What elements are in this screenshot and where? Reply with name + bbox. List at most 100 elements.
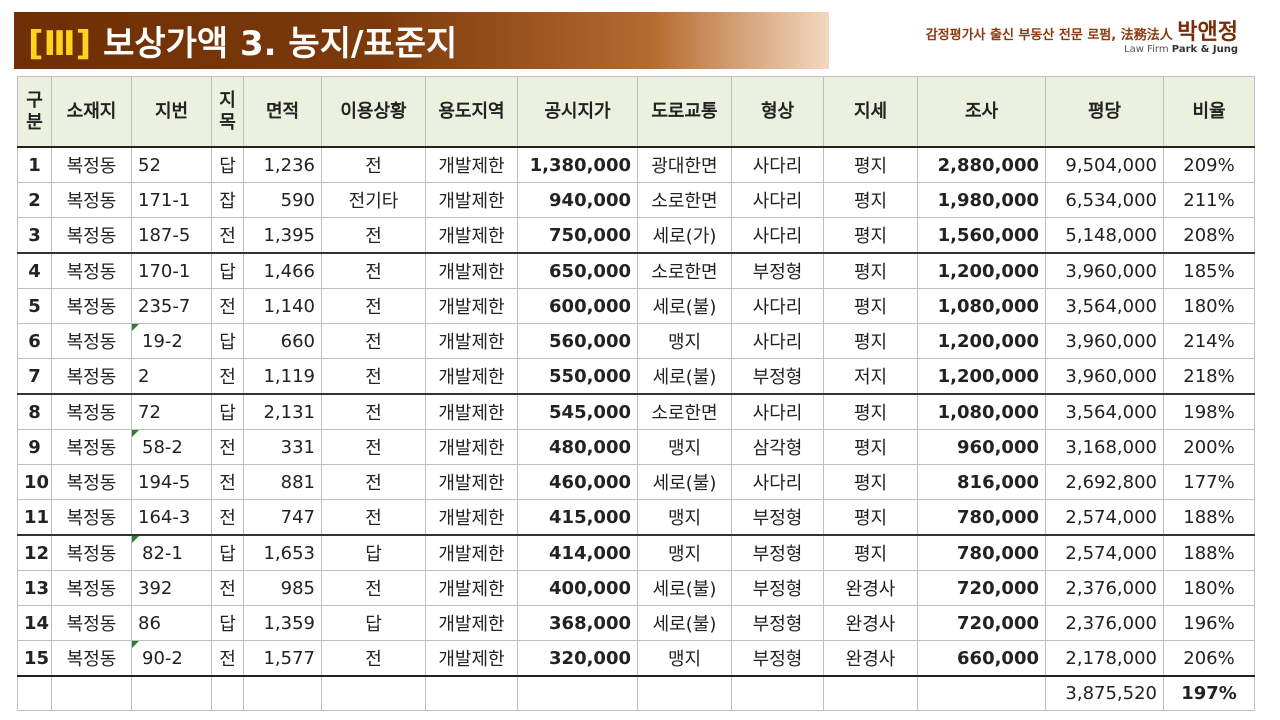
cell-use: 전 [321,640,426,677]
cell-no: 13 [17,570,52,606]
cell-use: 전 [321,499,426,536]
cell-location: 복정동 [51,429,132,465]
cell-road: 맹지 [637,534,732,571]
cell-location: 복정동 [51,146,132,183]
cell-no: 5 [17,288,52,324]
cell-terrain: 평지 [823,146,918,183]
cell-location: 복정동 [51,323,132,359]
cell-area: 2,131 [243,393,322,430]
table-row: 14 복정동 86 답 1,359 답 개발제한 368,000 세로(불) 부정형 완경사 720,… [17,605,1255,641]
cell-road: 세로(불) [637,605,732,641]
cell-per-pyeong: 3,564,000 [1045,288,1164,324]
cell-lot: 72 [131,393,212,430]
cell-use: 전 [321,323,426,359]
cell-shape: 사다리 [731,182,824,218]
cell-price: 460,000 [517,464,638,500]
cell-terrain: 평지 [823,534,918,571]
cell-survey: 960,000 [917,429,1046,465]
cell-zone: 개발제한 [425,570,518,606]
cell-terrain: 평지 [823,429,918,465]
cell-use: 전 [321,393,426,430]
cell-lot: 19-2 [131,323,212,359]
cell-zone: 개발제한 [425,182,518,218]
cell-survey: 780,000 [917,499,1046,536]
cell-zone: 개발제한 [425,393,518,430]
cell-location: 복정동 [51,534,132,571]
cell-price: 415,000 [517,499,638,536]
table-row: 13 복정동 392 전 985 전 개발제한 400,000 세로(불) 부정형 완경사 720,0… [17,570,1255,606]
cell-road: 세로(불) [637,464,732,500]
table-row: 1 복정동 52 답 1,236 전 개발제한 1,380,000 광대한면 사다리 평지 2,880… [17,146,1255,183]
cell-road: 세로(불) [637,288,732,324]
cell-shape: 삼각형 [731,429,824,465]
cell-use: 전 [321,429,426,465]
cell-price: 750,000 [517,217,638,254]
cell-per-pyeong: 6,534,000 [1045,182,1164,218]
cell-survey: 780,000 [917,534,1046,571]
cell-survey: 1,080,000 [917,288,1046,324]
cell-area: 1,653 [243,534,322,571]
cell-shape: 부정형 [731,499,824,536]
cell-shape: 부정형 [731,605,824,641]
cell-ratio: 211% [1163,182,1255,218]
table-row: 5 복정동 235-7 전 1,140 전 개발제한 600,000 세로(불) 사다리 평지 1,0… [17,288,1255,324]
cell-road: 소로한면 [637,252,732,289]
cell-road: 맹지 [637,640,732,677]
cell-zone: 개발제한 [425,252,518,289]
summary-row: 3,875,520 197% [17,675,1255,711]
cell-survey: 660,000 [917,640,1046,677]
cell-category: 답 [211,146,244,183]
cell-location: 복정동 [51,358,132,395]
cell-shape: 부정형 [731,534,824,571]
cell-area: 1,236 [243,146,322,183]
cell-price: 550,000 [517,358,638,395]
header-col-price: 공시지가 [517,76,638,148]
cell-terrain: 평지 [823,393,918,430]
cell-price: 545,000 [517,393,638,430]
header-col-area: 면적 [243,76,322,148]
cell-no: 15 [17,640,52,677]
cell-per-pyeong: 9,504,000 [1045,146,1164,183]
cell-location: 복정동 [51,288,132,324]
cell-zone: 개발제한 [425,605,518,641]
table-row: 7 복정동 2 전 1,119 전 개발제한 550,000 세로(불) 부정형 저지 1,200,0… [17,358,1255,395]
cell-use: 전 [321,288,426,324]
cell-lot: 170-1 [131,252,212,289]
cell-ratio: 200% [1163,429,1255,465]
header-col-category: 지목 [211,76,244,148]
cell-lot: 164-3 [131,499,212,536]
cell-price: 414,000 [517,534,638,571]
table-row: 3 복정동 187-5 전 1,395 전 개발제한 750,000 세로(가) 사다리 평지 1,5… [17,217,1255,254]
cell-road: 세로(불) [637,570,732,606]
cell-ratio: 196% [1163,605,1255,641]
cell-shape: 사다리 [731,146,824,183]
cell-per-pyeong: 3,564,000 [1045,393,1164,430]
cell-price: 480,000 [517,429,638,465]
cell-no: 14 [17,605,52,641]
cell-ratio: 208% [1163,217,1255,254]
cell-terrain: 평지 [823,464,918,500]
cell-price: 320,000 [517,640,638,677]
cell-terrain: 완경사 [823,605,918,641]
cell-use: 전 [321,217,426,254]
cell-per-pyeong: 3,168,000 [1045,429,1164,465]
cell-survey: 1,560,000 [917,217,1046,254]
cell-location: 복정동 [51,252,132,289]
cell-zone: 개발제한 [425,429,518,465]
cell-area: 1,577 [243,640,322,677]
cell-no: 2 [17,182,52,218]
cell-price: 368,000 [517,605,638,641]
cell-use: 답 [321,534,426,571]
cell-per-pyeong: 2,692,800 [1045,464,1164,500]
cell-no: 9 [17,429,52,465]
firm-en-prefix: Law Firm [1124,44,1169,55]
table-row: 6 복정동 19-2 답 660 전 개발제한 560,000 맹지 사다리 평지 1,200,000… [17,323,1255,359]
cell-ratio: 180% [1163,570,1255,606]
cell-per-pyeong: 3,960,000 [1045,323,1164,359]
cell-lot: 392 [131,570,212,606]
cell-no: 4 [17,252,52,289]
header-col-use: 이용상황 [321,76,426,148]
cell-terrain: 평지 [823,288,918,324]
cell-survey: 816,000 [917,464,1046,500]
